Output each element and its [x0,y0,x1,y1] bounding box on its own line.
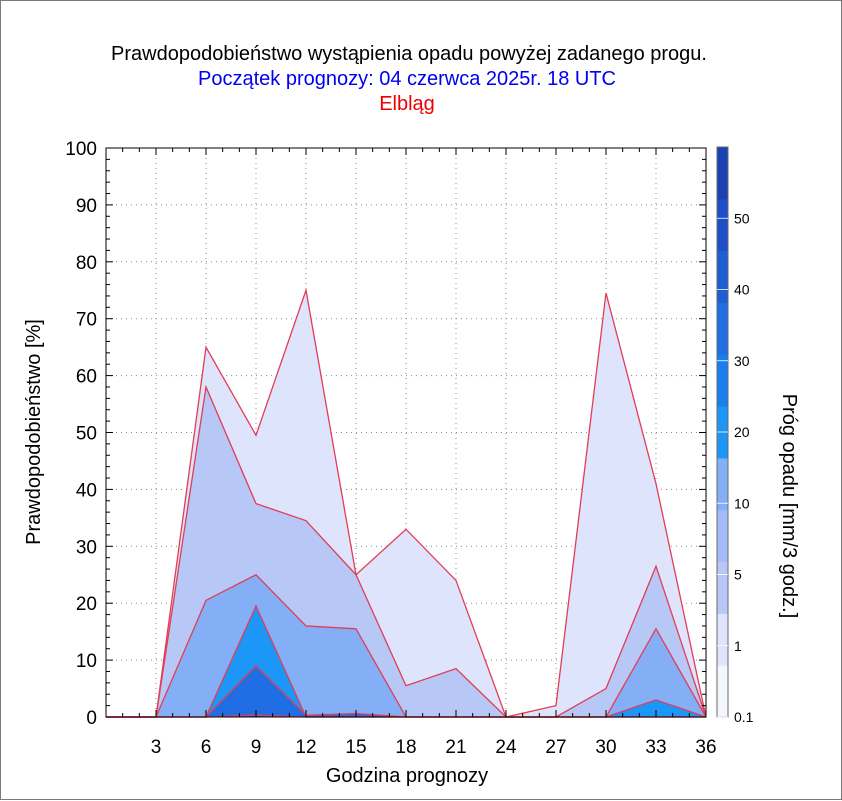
colorbar-label: Próg opadu [mm/3 godz.] [778,394,800,619]
x-tick-label: 24 [495,737,517,758]
colorbar-segment [717,561,728,614]
colorbar: 0.1 1 5 10 20 30 40 50 [716,146,754,725]
axes [105,147,707,718]
colorbar-tick-label: 30 [734,353,750,369]
colorbar-tick-label: 5 [734,567,742,583]
x-axis-label: Godzina prognozy [326,765,488,787]
x-tick-label: 36 [695,737,716,758]
y-tick-label: 30 [76,537,97,558]
colorbar-tick-label: 1 [734,638,742,654]
x-tick-label: 9 [251,737,262,758]
y-tick-label: 40 [76,480,97,501]
x-tick-label: 30 [595,737,616,758]
y-tick-label: 20 [76,594,97,615]
y-tick-label: 60 [76,367,97,388]
colorbar-segment [717,354,728,407]
area-series-5 [106,665,706,717]
colorbar-tick-label: 50 [734,210,750,226]
x-tick-label: 6 [201,737,212,758]
chart-title: Prawdopodobieństwo wystąpienia opadu pow… [111,43,707,65]
series-outline-1 [106,287,707,718]
colorbar-tick-label: 20 [734,424,750,440]
y-tick-label: 90 [76,196,97,217]
colorbar-segment [717,147,728,200]
chart-location: Elbląg [379,93,435,115]
colorbar-tick-label: 40 [734,282,750,298]
colorbar-segment [717,509,728,563]
y-axis-label: Prawdopodobieństwo [%] [23,319,45,545]
colorbar-segment [717,302,728,355]
colorbar-segment [717,613,728,666]
y-tick-label: 70 [76,310,97,331]
y-tick-label: 80 [76,253,97,274]
x-tick-label: 21 [445,737,466,758]
y-tick-label: 100 [65,139,97,160]
x-tick-label: 3 [151,737,162,758]
chart-subtitle: Początek prognozy: 04 czerwca 2025r. 18 … [198,68,616,90]
x-tick-label: 33 [645,737,666,758]
colorbar-tick-label: 10 [734,495,750,511]
x-tick-label: 27 [545,737,566,758]
colorbar-segment [717,457,728,511]
colorbar-tick-label: 0.1 [734,709,754,725]
colorbar-segment [717,665,728,718]
colorbar-segment [717,250,728,303]
series-outline-2 [106,384,707,718]
probability-areas [106,287,707,718]
x-tick-label: 12 [295,737,316,758]
x-tick-label: 15 [345,737,366,758]
x-tick-label: 18 [395,737,416,758]
colorbar-segment [717,198,728,252]
y-tick-label: 50 [76,424,97,445]
y-tick-label: 0 [86,708,97,729]
y-tick-label: 10 [76,651,97,672]
